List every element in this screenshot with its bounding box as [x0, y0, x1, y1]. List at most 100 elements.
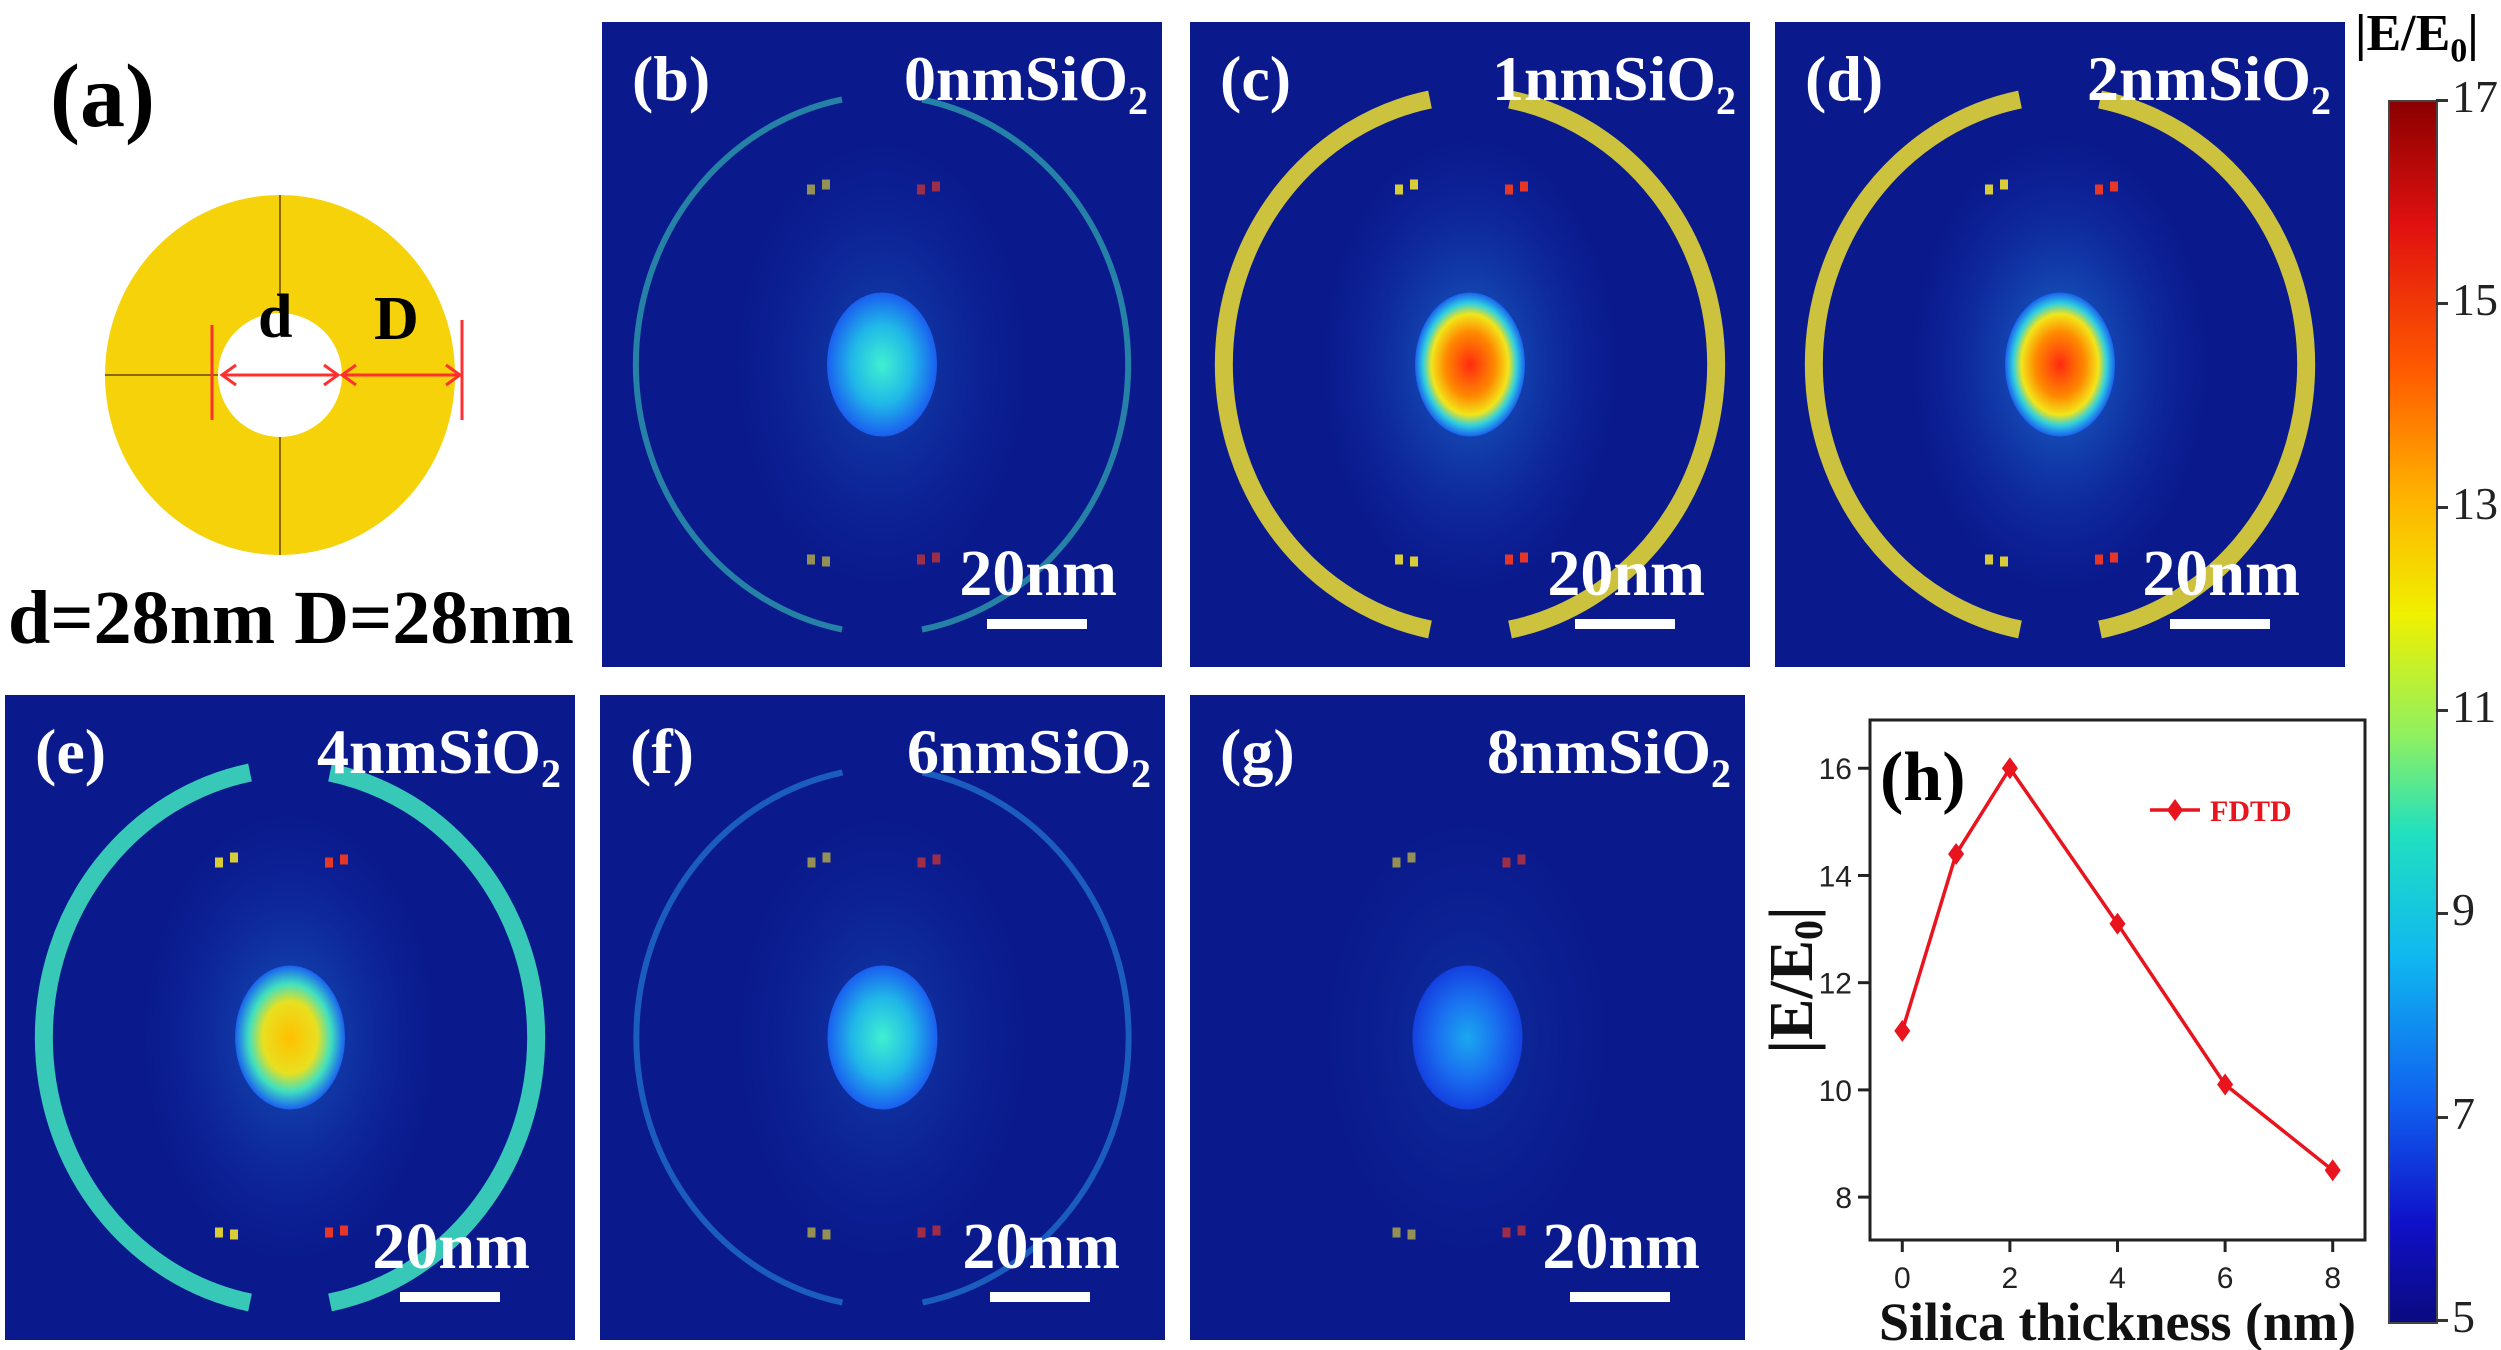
- hotspot: [822, 852, 831, 863]
- field-arc-left: [1214, 90, 1432, 639]
- hotspot: [1520, 552, 1528, 563]
- scale-bar-label: 20nm: [372, 1210, 530, 1283]
- x-axis-label: Silica thickness (nm): [1879, 1292, 2356, 1350]
- panel-g-label: (g): [1220, 716, 1295, 787]
- y-tick-label: 12: [1819, 968, 1852, 1001]
- hotspot: [1985, 184, 1993, 195]
- hotspot: [1985, 554, 1993, 565]
- colorbar-title: |E/E0|: [2355, 5, 2479, 70]
- field-core: [827, 292, 937, 437]
- field-core: [1412, 965, 1523, 1110]
- field-arc-left: [1804, 90, 2022, 639]
- colorbar-tick-label: 9: [2452, 884, 2475, 936]
- y-axis-label: |E/E0|: [1758, 906, 1831, 1053]
- field-panel-b: (b) 0nmSiO2 20nm: [602, 22, 1162, 667]
- panel-c-label: (c): [1220, 43, 1292, 114]
- hotspot: [230, 1229, 238, 1240]
- colorbar-tick: [2436, 99, 2448, 102]
- scale-bar-label: 20nm: [962, 1210, 1120, 1283]
- hotspot: [1505, 184, 1513, 195]
- x-tick-label: 4: [2109, 1262, 2126, 1295]
- hotspot: [2110, 181, 2118, 192]
- colorbar-tick: [2436, 1319, 2448, 1322]
- colorbar: [2388, 100, 2438, 1324]
- field-panel-c: (c) 1nmSiO2 20nm: [1190, 22, 1750, 667]
- hotspot: [917, 857, 926, 868]
- data-point: [1948, 843, 1965, 866]
- hotspot: [917, 1227, 926, 1238]
- colorbar-tick: [2436, 302, 2448, 306]
- colorbar-tick: [2436, 505, 2448, 509]
- thickness-chart: 0 2 4 6 8 8 10 12 14 16 (h) FDTD Silica thickness (n…: [1758, 718, 2367, 1350]
- hotspot: [1517, 854, 1526, 865]
- field-arc-right: [328, 763, 546, 1312]
- field-arc-right: [2098, 90, 2316, 639]
- inner-diameter-label: d: [258, 283, 293, 351]
- hotspot: [340, 1225, 348, 1236]
- hotspot: [325, 857, 333, 868]
- hotspot: [917, 184, 925, 195]
- scale-bar: [987, 619, 1087, 629]
- hotspot: [932, 181, 940, 192]
- y-tick-label: 16: [1819, 753, 1852, 786]
- ring-width-label: D: [374, 285, 419, 353]
- series-line-fdtd: [1900, 765, 2334, 1172]
- x-tick-label: 2: [2002, 1262, 2019, 1295]
- panel-f-label: (f): [630, 716, 694, 787]
- hotspot: [2095, 184, 2103, 195]
- scale-bar-label: 20nm: [1542, 1210, 1700, 1283]
- hotspot: [1502, 857, 1511, 868]
- hotspot: [1392, 857, 1401, 868]
- scale-bar-label: 20nm: [959, 537, 1117, 610]
- colorbar-tick-label: 15: [2452, 274, 2498, 326]
- panel-e-title: 4nmSiO2: [316, 716, 561, 796]
- colorbar-tick: [2436, 912, 2448, 916]
- dimensions-caption: d=28nm D=28nm: [8, 576, 574, 660]
- field-core: [1415, 292, 1525, 437]
- hotspot: [1502, 1227, 1511, 1238]
- hotspot: [807, 184, 815, 195]
- scale-bar: [1570, 1292, 1670, 1302]
- field-core: [235, 965, 345, 1110]
- hotspot: [2095, 554, 2103, 565]
- scale-bar-label: 20nm: [1547, 537, 1705, 610]
- data-point: [2001, 757, 2018, 780]
- hotspot: [822, 556, 830, 567]
- hotspot: [215, 857, 223, 868]
- panel-c-title: 1nmSiO2: [1491, 43, 1736, 123]
- hotspot: [1517, 1225, 1526, 1236]
- y-tick-label: 14: [1819, 860, 1852, 893]
- field-panel-e: (e) 4nmSiO2 20nm: [5, 695, 575, 1340]
- hotspot: [932, 854, 941, 865]
- hotspot: [2110, 552, 2118, 563]
- ring-diagram: [105, 195, 464, 555]
- hotspot: [2000, 556, 2008, 567]
- hotspot: [2000, 179, 2008, 190]
- hotspot: [917, 554, 925, 565]
- colorbar-tick-label: 13: [2452, 477, 2498, 529]
- field-arc-left: [632, 96, 843, 633]
- data-point: [2324, 1159, 2341, 1182]
- scale-bar: [1575, 619, 1675, 629]
- hotspot: [325, 1227, 333, 1238]
- x-tick-label: 8: [2324, 1262, 2341, 1295]
- panel-h-label: (h): [1880, 739, 1966, 816]
- hotspot: [1392, 1227, 1401, 1238]
- data-point: [1894, 1019, 1911, 1042]
- scale-bar: [2170, 619, 2270, 629]
- hotspot: [1395, 554, 1403, 565]
- legend-label: FDTD: [2210, 795, 2292, 828]
- scale-bar-label: 20nm: [2142, 537, 2300, 610]
- y-tick-label: 10: [1819, 1075, 1852, 1108]
- D-arrowhead-right: [445, 363, 463, 387]
- hotspot: [1410, 179, 1418, 190]
- field-panel-d: (d) 2nmSiO2 20nm: [1775, 22, 2345, 667]
- field-panel-g: (g) 8nmSiO2 20nm: [1190, 695, 1745, 1340]
- field-core: [827, 965, 938, 1110]
- hotspot: [807, 1227, 816, 1238]
- x-tick-label: 0: [1894, 1262, 1911, 1295]
- hotspot: [215, 1227, 223, 1238]
- colorbar-tick: [2436, 1115, 2448, 1119]
- field-arc-right: [921, 769, 1132, 1306]
- hotspot: [807, 554, 815, 565]
